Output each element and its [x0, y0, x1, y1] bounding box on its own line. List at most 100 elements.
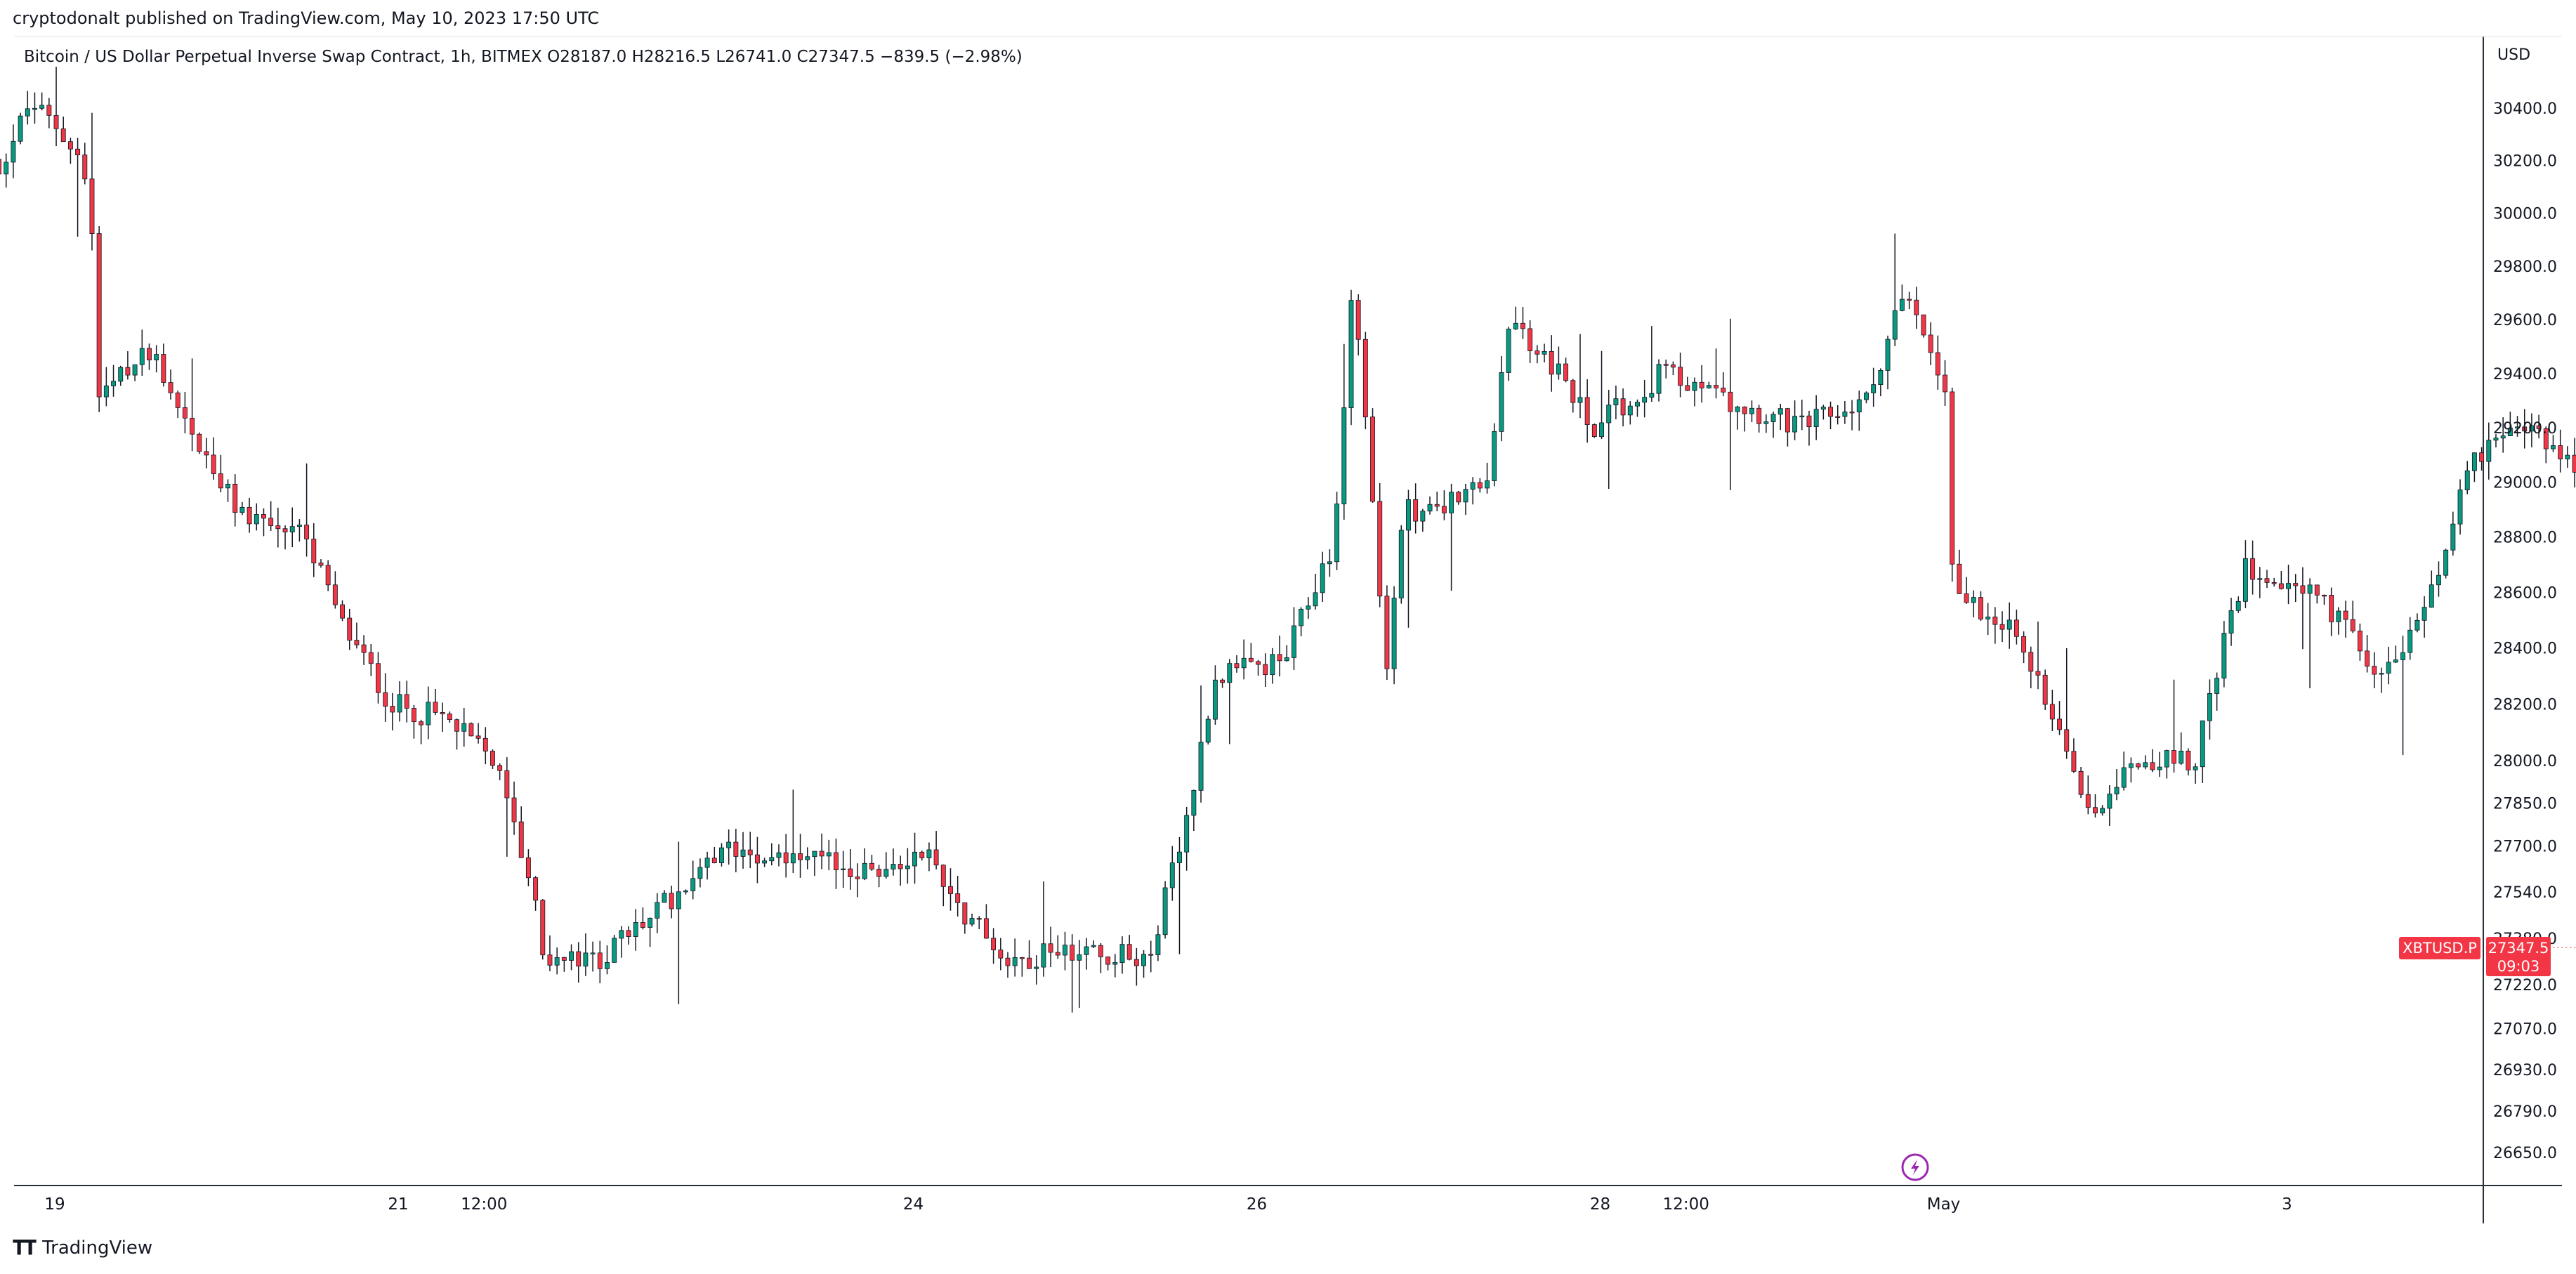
- candle-body: [2565, 454, 2570, 460]
- candle-body: [1220, 679, 1225, 683]
- candle-body: [2271, 582, 2277, 584]
- candle-body: [883, 869, 889, 877]
- candle-body: [1362, 339, 1368, 418]
- candle-body: [1241, 657, 1247, 669]
- price-tick-label: 26790.0: [2493, 1103, 2557, 1121]
- symbol-price-tag: XBTUSD.P: [2399, 937, 2480, 959]
- candle-body: [2242, 558, 2248, 602]
- candle-body: [67, 141, 73, 150]
- candle-body: [89, 178, 95, 234]
- candle-body: [790, 853, 796, 864]
- candle-body: [2214, 678, 2220, 694]
- candle-body: [1320, 563, 1325, 593]
- candles-group: [0, 66, 2576, 1013]
- candle-body: [1299, 608, 1304, 626]
- time-tick-label: May: [1927, 1195, 1961, 1214]
- candle-body: [1019, 957, 1025, 959]
- candle-body: [1835, 416, 1841, 418]
- candle-body: [862, 862, 867, 879]
- candle-body: [1456, 492, 1461, 503]
- candle-body: [497, 765, 503, 771]
- candle-body: [2114, 787, 2120, 794]
- candle-body: [1606, 405, 1612, 423]
- candle-body: [1770, 414, 1776, 422]
- candle-body: [2436, 574, 2441, 586]
- candle-body: [1985, 617, 1991, 619]
- candle-body: [2186, 751, 2191, 770]
- candle-body: [597, 952, 603, 969]
- candle-body: [2450, 523, 2456, 551]
- candle-body: [2421, 607, 2427, 621]
- time-tick-label: 21: [388, 1195, 408, 1214]
- candle-body: [1012, 957, 1018, 966]
- currency-label[interactable]: USD: [2497, 46, 2531, 64]
- candle-body: [2307, 584, 2313, 594]
- candle-body: [640, 922, 645, 928]
- candle-body: [2093, 807, 2098, 814]
- candle-body: [991, 938, 997, 950]
- candle-body: [711, 858, 717, 863]
- candle-body: [983, 918, 989, 939]
- candle-body: [1485, 480, 1490, 489]
- candle-body: [1148, 954, 1154, 956]
- candle-body: [1091, 945, 1096, 947]
- candle-body: [154, 354, 159, 361]
- price-tick-label: 28600.0: [2493, 584, 2557, 602]
- candle-body: [1642, 397, 1648, 403]
- candle-body: [1799, 415, 1805, 418]
- candle-body: [218, 473, 223, 489]
- candle-body: [1513, 322, 1518, 329]
- candle-body: [1520, 322, 1525, 329]
- candle-body: [447, 714, 452, 721]
- candle-body: [2572, 454, 2576, 473]
- price-tick-label: 29000.0: [2493, 475, 2557, 492]
- candle-body: [891, 864, 896, 870]
- candle-body: [404, 694, 409, 709]
- candle-body: [2379, 673, 2384, 675]
- candle-body: [211, 454, 216, 474]
- candle-body: [1198, 742, 1204, 791]
- candle-body: [1256, 661, 1261, 665]
- candle-body: [1635, 402, 1640, 407]
- candle-body: [354, 640, 360, 645]
- candle-body: [1413, 499, 1419, 522]
- candle-body: [1820, 407, 1826, 410]
- candle-body: [490, 751, 495, 766]
- candle-body: [1162, 887, 1168, 935]
- candle-body: [468, 723, 474, 737]
- candle-body: [1327, 561, 1332, 565]
- candle-body: [1306, 605, 1311, 610]
- candle-body: [2300, 585, 2306, 594]
- time-tick-label: 26: [1247, 1195, 1267, 1214]
- price-tick-label: 30000.0: [2493, 206, 2557, 223]
- candle-body: [1470, 482, 1476, 490]
- price-tick-label: 27220.0: [2493, 977, 2557, 994]
- price-tick-label: 27540.0: [2493, 884, 2557, 902]
- candle-body: [32, 107, 37, 110]
- candle-body: [590, 952, 596, 954]
- candle-body: [2322, 594, 2327, 597]
- candle-body: [1277, 654, 1282, 662]
- candle-body: [976, 918, 982, 920]
- lightning-event-icon[interactable]: [1901, 1153, 1929, 1181]
- candle-body: [2551, 445, 2556, 449]
- candle-body: [912, 851, 917, 867]
- candle-body: [2543, 428, 2549, 449]
- candle-body: [1663, 364, 1669, 366]
- candle-body: [1391, 598, 1397, 669]
- tradingview-footer[interactable]: 𝐓𝐓 TradingView: [13, 1236, 152, 1260]
- candle-body: [1921, 314, 1926, 336]
- price-tick-label: 29800.0: [2493, 258, 2557, 276]
- price-tick-label: 29200.0: [2493, 420, 2557, 438]
- last-price-value: 27347.5: [2488, 940, 2549, 957]
- candle-body: [576, 951, 581, 967]
- candle-body: [2414, 619, 2420, 631]
- candle-body: [2336, 610, 2341, 622]
- candle-body: [2278, 583, 2284, 589]
- candle-body: [834, 852, 839, 870]
- candle-body: [1849, 412, 1855, 414]
- price-axis-labels: 26650.026790.026930.027070.027220.027380…: [2493, 100, 2557, 1162]
- candle-body: [1907, 298, 1912, 301]
- candle-body: [1856, 399, 1862, 413]
